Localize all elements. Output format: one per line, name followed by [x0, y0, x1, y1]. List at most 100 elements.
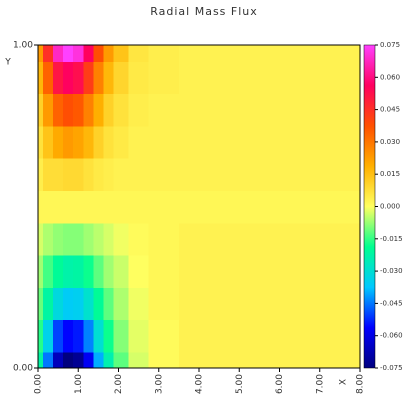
heatmap-cell: [148, 351, 180, 369]
heatmap-cell: [128, 287, 150, 321]
heatmap-cell: [43, 93, 54, 127]
heatmap-cell: [83, 158, 94, 191]
heatmap-cell: [103, 158, 115, 191]
x-axis-label: X: [339, 379, 349, 385]
heatmap-cell: [339, 254, 361, 288]
heatmap-cell: [103, 93, 115, 127]
heatmap-cell: [148, 319, 180, 353]
heatmap-cell: [83, 93, 94, 127]
heatmap-cell: [73, 93, 84, 127]
colorbar-tick-label: -0.075: [380, 364, 403, 372]
heatmap-cell: [93, 287, 105, 321]
heatmap-cell: [103, 254, 115, 288]
heatmap-cell: [93, 319, 105, 353]
colorbar-tick-label: 0.060: [380, 73, 400, 81]
heatmap-cell: [148, 93, 180, 127]
heatmap-cell: [178, 45, 220, 62]
heatmap-cell: [38, 351, 44, 369]
heatmap-cell: [148, 287, 180, 321]
heatmap-cell: [178, 61, 220, 95]
heatmap-cell: [83, 254, 94, 288]
heatmap-cell: [219, 190, 260, 224]
heatmap-cell: [299, 125, 341, 159]
heatmap-cell: [53, 351, 64, 369]
heatmap-cell: [93, 158, 105, 191]
heatmap-cell: [128, 125, 150, 159]
heatmap-cell: [259, 222, 301, 256]
heatmap-cell: [73, 125, 84, 159]
heatmap-cell: [148, 61, 180, 95]
heatmap-cell: [73, 287, 84, 321]
heatmap-cell: [219, 158, 260, 191]
heatmap-cell: [38, 61, 44, 95]
heatmap-cell: [339, 222, 361, 256]
heatmap-cell: [73, 45, 84, 62]
heatmap-cell: [38, 158, 44, 191]
heatmap-cell: [219, 45, 260, 62]
heatmap-cell: [43, 158, 54, 191]
colorbar-tick-label: 0.000: [380, 203, 400, 211]
colorbar: [363, 44, 376, 369]
heatmap-cell: [339, 190, 361, 224]
heatmap-cell: [38, 93, 44, 127]
heatmap-cell: [63, 93, 74, 127]
heatmap-cell: [63, 319, 74, 353]
heatmap-cell: [219, 351, 260, 369]
heatmap-cell: [53, 222, 64, 256]
heatmap-cell: [299, 158, 341, 191]
heatmap-cell: [103, 287, 115, 321]
heatmap-cell: [128, 190, 150, 224]
heatmap-cell: [113, 254, 130, 288]
heatmap-cell: [103, 351, 115, 369]
heatmap-cell: [83, 45, 94, 62]
heatmap-cell: [299, 222, 341, 256]
heatmap-cell: [148, 254, 180, 288]
heatmap-cell: [178, 222, 220, 256]
heatmap-cell: [103, 45, 115, 62]
heatmap-cell: [339, 45, 361, 62]
heatmap-cell: [38, 190, 44, 224]
heatmap-cell: [219, 254, 260, 288]
heatmap-cell: [113, 319, 130, 353]
heatmap-cell: [113, 351, 130, 369]
heatmap-cell: [299, 45, 341, 62]
heatmap-cell: [38, 319, 44, 353]
heatmap-cell: [178, 190, 220, 224]
heatmap-cell: [299, 254, 341, 288]
heatmap-cell: [43, 319, 54, 353]
heatmap-cell: [43, 125, 54, 159]
y-tick-label: 1.00: [13, 41, 33, 51]
heatmap-cell: [63, 45, 74, 62]
heatmap-cell: [43, 351, 54, 369]
colorbar-tick-label: -0.015: [380, 235, 403, 243]
heatmap-cell: [128, 254, 150, 288]
heatmap-cell: [83, 61, 94, 95]
heatmap-cell: [103, 61, 115, 95]
heatmap-cell: [93, 45, 105, 62]
heatmap-cell: [93, 351, 105, 369]
heatmap-cell: [299, 351, 341, 369]
heatmap-cell: [53, 61, 64, 95]
x-tick-label: 5.00: [235, 374, 245, 394]
heatmap-cell: [53, 254, 64, 288]
heatmap-cell: [53, 158, 64, 191]
x-tick-label: 3.00: [154, 374, 164, 394]
heatmap-cell: [63, 125, 74, 159]
heatmap-cell: [38, 254, 44, 288]
heatmap-cell: [83, 222, 94, 256]
heatmap-cell: [73, 254, 84, 288]
heatmap-cell: [299, 287, 341, 321]
heatmap-cell: [259, 158, 301, 191]
heatmap-cell: [259, 61, 301, 95]
heatmap-cell: [103, 222, 115, 256]
heatmap-cell: [53, 125, 64, 159]
heatmap-cell: [219, 61, 260, 95]
heatmap-cell: [83, 319, 94, 353]
heatmap-cell: [93, 222, 105, 256]
heatmap-cell: [259, 125, 301, 159]
heatmap-cell: [53, 287, 64, 321]
heatmap-cell: [178, 125, 220, 159]
heatmap-cell: [128, 61, 150, 95]
heatmap-cell: [128, 158, 150, 191]
